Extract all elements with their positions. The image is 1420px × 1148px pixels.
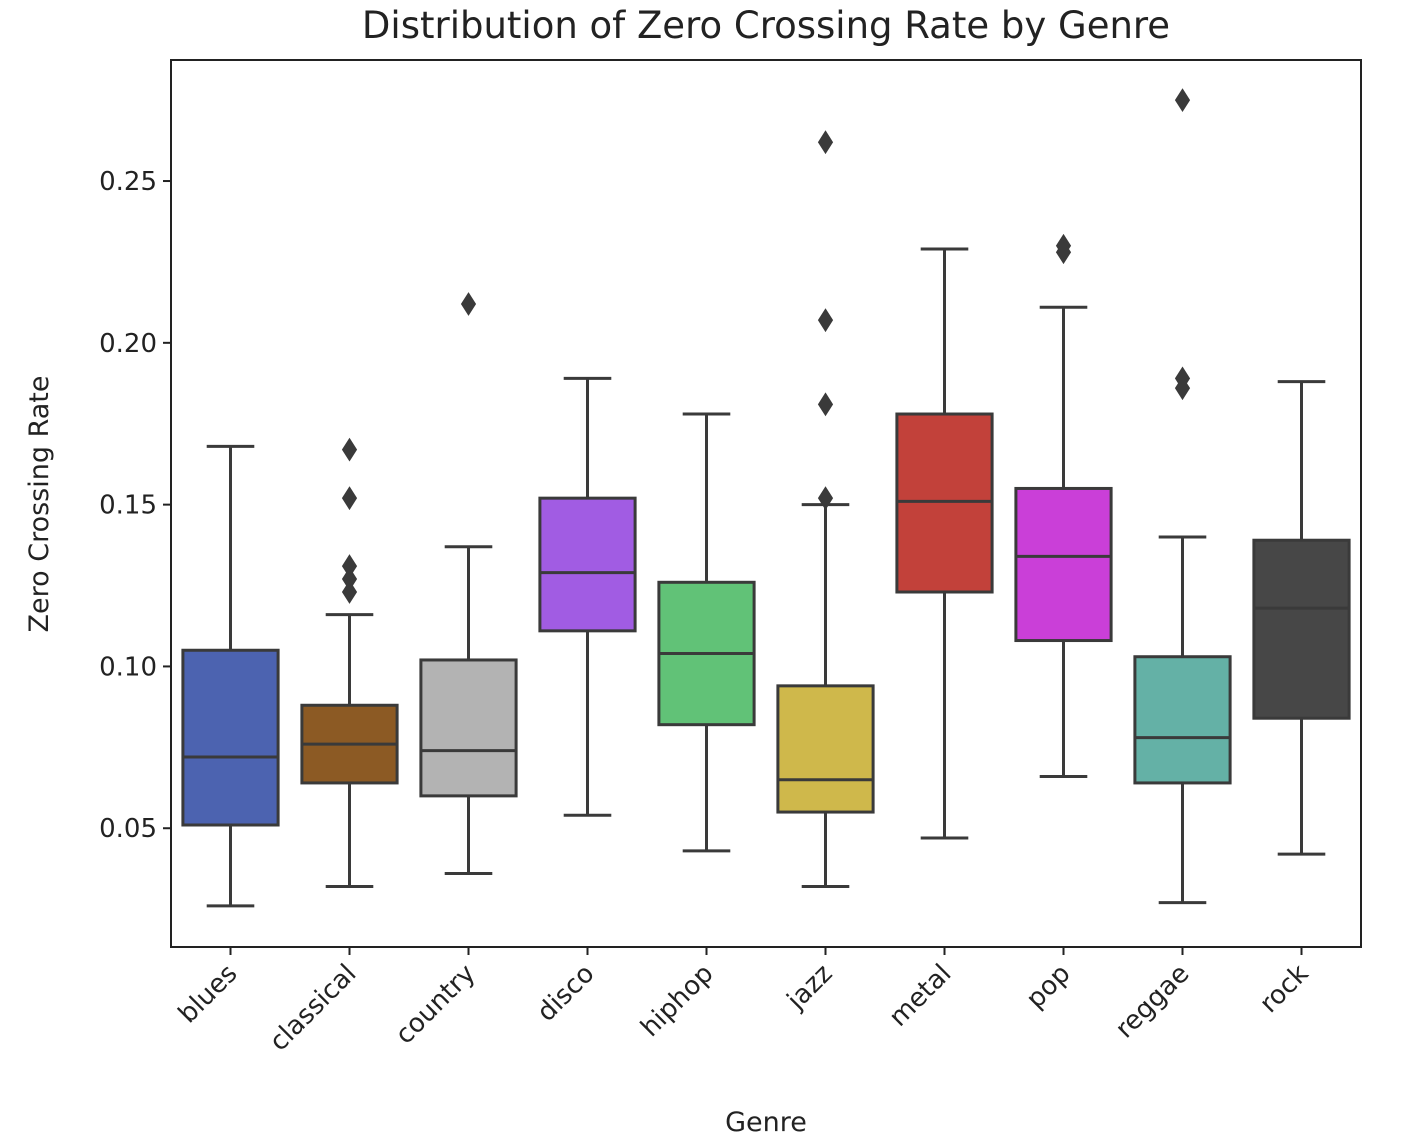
x-tick-label: pop: [1021, 959, 1077, 1015]
x-tick-label: country: [390, 959, 482, 1051]
box-rock: [1252, 538, 1351, 720]
box-reggae: [1133, 655, 1232, 785]
plot-frame: [170, 59, 1362, 948]
x-tick-label: blues: [173, 959, 244, 1030]
outlier-point: [341, 437, 358, 462]
x-axis-label: Genre: [725, 1107, 807, 1138]
box-pop: [1014, 486, 1113, 643]
y-tick-label: 0.05: [99, 814, 157, 844]
outlier-point: [460, 292, 477, 316]
y-tick-label: 0.25: [99, 167, 157, 197]
outlier-point: [817, 130, 834, 155]
chart-title: Distribution of Zero Crossing Rate by Ge…: [362, 4, 1170, 47]
outlier-point: [817, 392, 834, 417]
plot-area: 0.05 0.10 0.15 0.20 0.25 blues classical countr…: [99, 88, 1351, 1057]
box-blues: [181, 648, 280, 827]
outlier-point: [341, 580, 358, 604]
outlier-point: [1055, 240, 1072, 265]
box-jazz: [776, 684, 875, 814]
x-tick-label: hiphop: [635, 959, 719, 1043]
y-tick-label: 0.20: [99, 329, 157, 359]
x-tick-label: disco: [532, 959, 601, 1028]
box-country: [419, 658, 518, 798]
x-tick-label: jazz: [781, 959, 839, 1017]
x-tick-label: classical: [264, 959, 362, 1057]
outlier-point: [341, 486, 358, 511]
x-tick-label: reggae: [1110, 959, 1196, 1045]
outlier-point: [817, 486, 834, 511]
y-axis-label: Zero Crossing Rate: [24, 376, 55, 633]
outlier-point: [1174, 88, 1191, 113]
outlier-point: [817, 308, 834, 333]
box-metal: [895, 412, 994, 594]
box-disco: [538, 496, 637, 633]
y-tick-label: 0.10: [99, 652, 157, 682]
y-tick-label: 0.15: [99, 491, 157, 521]
x-tick-label: rock: [1254, 959, 1314, 1019]
x-tick-label: metal: [883, 959, 957, 1033]
outlier-point: [1174, 376, 1191, 401]
